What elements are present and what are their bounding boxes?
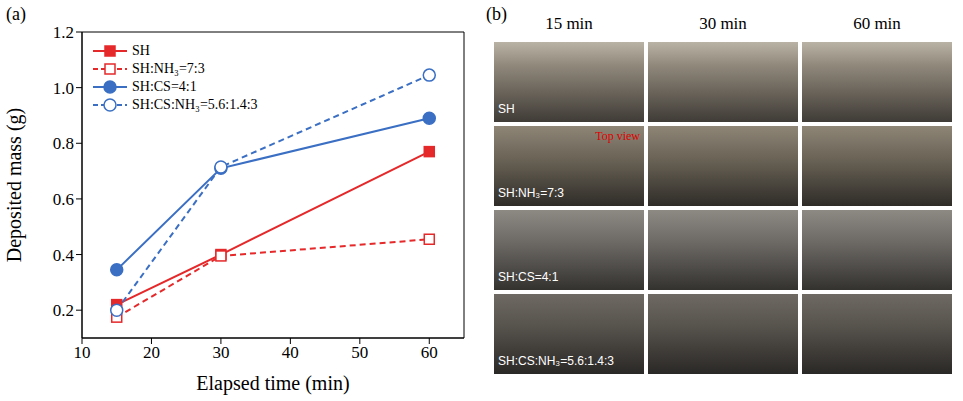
html-text:15 min: 15 min: [545, 14, 593, 33]
svg-text:0.2: 0.2: [53, 301, 74, 320]
svg-text:Deposited mass (g): Deposited mass (g): [3, 108, 26, 262]
svg-text:40: 40: [282, 343, 299, 362]
svg-text:0.8: 0.8: [53, 134, 74, 153]
html-text:60 min: 60 min: [853, 14, 901, 33]
html-text:SH: SH: [132, 43, 150, 58]
svg-text:30: 30: [212, 343, 229, 362]
svg-text:50: 50: [351, 343, 368, 362]
svg-text:0.6: 0.6: [53, 190, 74, 209]
svg-text:20: 20: [143, 343, 160, 362]
svg-text:Elapsed time (min): Elapsed time (min): [196, 372, 349, 395]
html-text:Top view: Top view: [595, 129, 640, 143]
html-text:SH:CS:NH₃=5.6:1.4:3: SH:CS:NH₃=5.6:1.4:3: [132, 97, 258, 112]
svg-text:60: 60: [421, 343, 438, 362]
html-text:(b): (b): [486, 4, 507, 24]
html-text:SH:NH₃=7:3: SH:NH₃=7:3: [498, 186, 564, 200]
html-text:SH:CS=4:1: SH:CS=4:1: [132, 79, 197, 94]
svg-text:1.0: 1.0: [53, 79, 74, 98]
svg-text:0.4: 0.4: [53, 246, 75, 265]
html-text:SH:NH₃=7:3: SH:NH₃=7:3: [132, 61, 205, 76]
html-text:SH:CS=4:1: SH:CS=4:1: [498, 270, 559, 284]
svg-text:10: 10: [74, 343, 91, 362]
html-text:SH: SH: [498, 102, 515, 116]
html-text:(a): (a): [6, 4, 26, 24]
svg-text:1.2: 1.2: [53, 23, 74, 42]
html-text:30 min: 30 min: [699, 14, 747, 33]
html-text:SH:CS:NH₃=5.6:1.4:3: SH:CS:NH₃=5.6:1.4:3: [498, 354, 614, 368]
